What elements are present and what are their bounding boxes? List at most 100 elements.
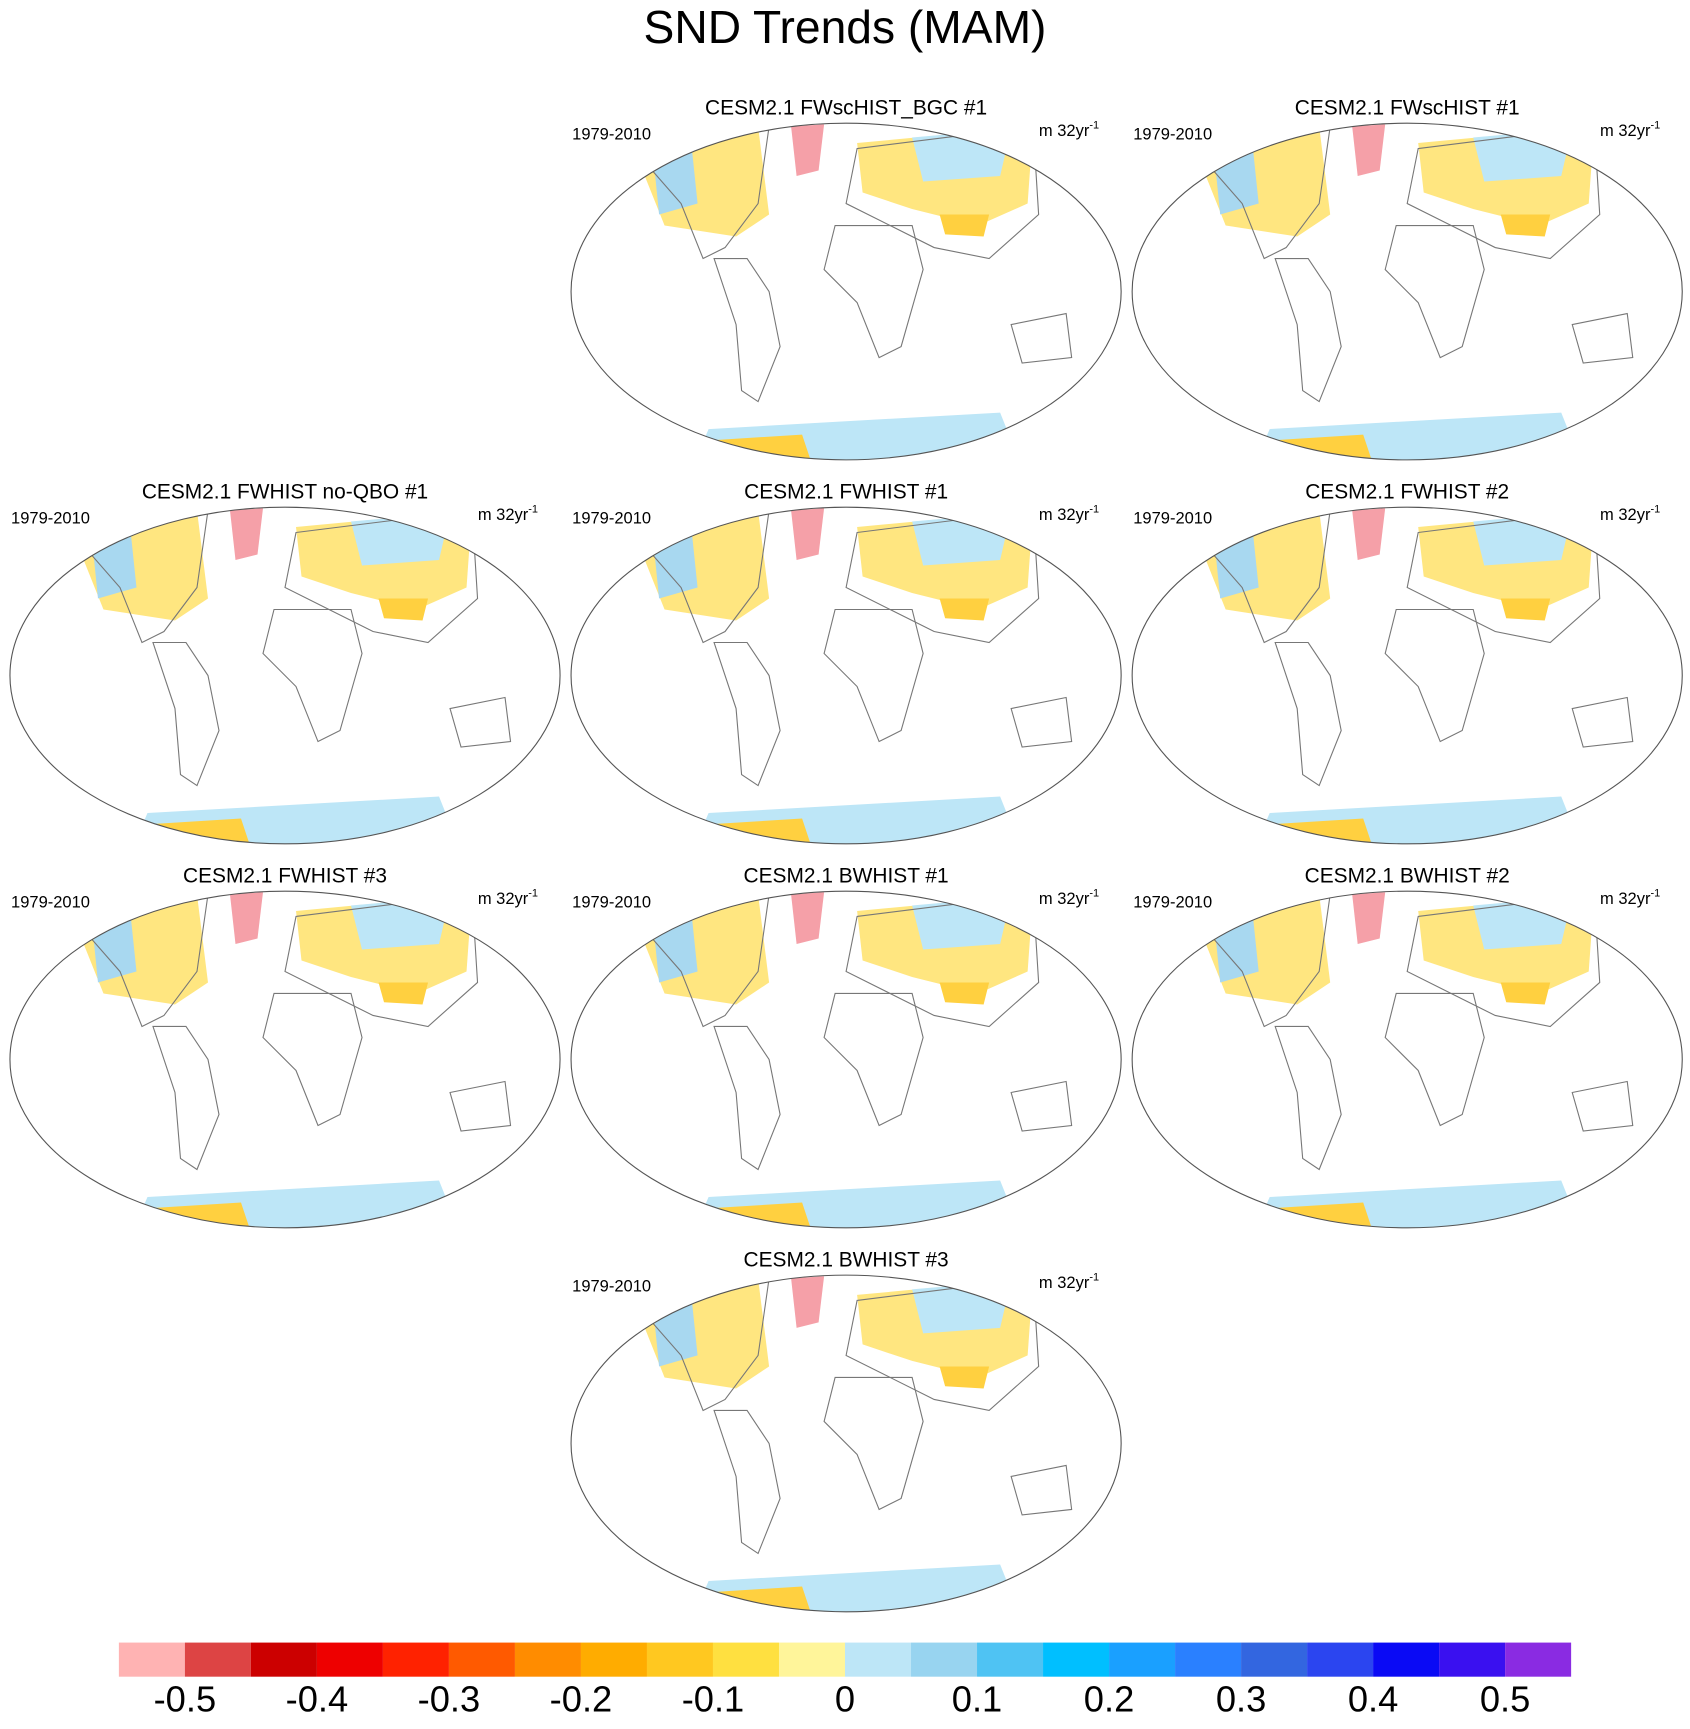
map-panel: CESM2.1 FWHIST #2 1979-2010 m 32yr-1: [1131, 480, 1683, 845]
units-text: m 32yr: [1039, 890, 1090, 908]
coastline: [1010, 312, 1073, 364]
tibet: [1500, 982, 1551, 1005]
na-snow-pos: [653, 150, 698, 215]
map-field: [1202, 892, 1634, 1228]
colorbar-label: 0: [835, 1679, 855, 1720]
panel-units: m 32yr-1: [1600, 119, 1660, 140]
units-text: m 32yr: [1600, 890, 1651, 908]
coastline: [1384, 608, 1485, 743]
colorbar-box: [712, 1642, 779, 1677]
coastline: [1010, 696, 1073, 748]
coastline: [713, 257, 781, 403]
colorbar-box: [845, 1642, 912, 1677]
units-text: m 32yr: [478, 506, 529, 524]
colorbar-box: [448, 1642, 515, 1677]
greenland: [791, 124, 825, 177]
colorbar-label: 0.1: [952, 1679, 1002, 1720]
map-field: [1202, 124, 1634, 460]
panel-title: CESM2.1 FWHIST #1: [744, 480, 948, 503]
units-exponent: -1: [1650, 503, 1660, 515]
coastline: [262, 992, 363, 1127]
eurasia-snow-pos: [1473, 896, 1573, 950]
coastline: [1010, 1080, 1073, 1132]
panel-title: CESM2.1 BWHIST #2: [1305, 864, 1510, 887]
colorbar-label: -0.5: [154, 1679, 217, 1720]
panel-period: 1979-2010: [572, 894, 651, 912]
na-snow-pos: [653, 534, 698, 599]
map-field: [80, 508, 512, 844]
greenland: [1352, 124, 1386, 177]
na-snow-pos: [653, 918, 698, 983]
greenland: [229, 508, 263, 560]
units-text: m 32yr: [1600, 122, 1651, 140]
eurasia-snow-pos: [1473, 512, 1573, 566]
panel-title: CESM2.1 FWHIST no-QBO #1: [142, 480, 428, 503]
colorbar-box: [977, 1642, 1044, 1677]
coastline: [1274, 257, 1342, 403]
coastline: [152, 1025, 220, 1171]
colorbar-box: [514, 1642, 581, 1677]
map-panel: CESM2.1 BWHIST #3 1979-2010 m 32yr-1: [570, 1248, 1122, 1613]
panel-units: m 32yr-1: [1039, 503, 1099, 524]
eurasia-snow-pos: [351, 896, 451, 950]
panel-period: 1979-2010: [1133, 894, 1212, 912]
colorbar-box: [118, 1642, 185, 1677]
coastline: [1571, 312, 1634, 364]
colorbar-box: [1439, 1642, 1506, 1677]
panel-period: 1979-2010: [1133, 510, 1212, 528]
na-snow-pos: [92, 534, 137, 599]
panel-units: m 32yr-1: [1039, 1271, 1099, 1292]
units-text: m 32yr: [1039, 506, 1090, 524]
coastline: [713, 641, 781, 787]
coastline: [1384, 224, 1485, 359]
colorbar-label: -0.2: [550, 1679, 613, 1720]
map-boundary: [570, 890, 1122, 1229]
greenland: [791, 1276, 825, 1328]
colorbar-box: [580, 1642, 647, 1677]
panel-period: 1979-2010: [572, 1278, 651, 1296]
colorbar-box: [778, 1642, 845, 1677]
panel-period: 1979-2010: [11, 894, 90, 912]
tibet: [939, 982, 990, 1005]
panel-title: CESM2.1 FWscHIST_BGC #1: [705, 96, 987, 119]
coastline: [1571, 696, 1634, 748]
map-field: [80, 892, 512, 1228]
na-snow-pos: [92, 918, 137, 983]
colorbar-label: 0.5: [1480, 1679, 1530, 1720]
coastline: [1274, 1025, 1342, 1171]
eurasia-snow-pos: [912, 1280, 1012, 1334]
map-boundary: [570, 506, 1122, 845]
units-text: m 32yr: [478, 890, 529, 908]
map-panel: CESM2.1 FWscHIST_BGC #1 1979-2010 m 32yr-1: [570, 96, 1122, 461]
colorbar-label: 0.3: [1216, 1679, 1266, 1720]
greenland: [791, 892, 825, 944]
panel-units: m 32yr-1: [478, 503, 538, 524]
colorbar-box: [184, 1642, 251, 1677]
coastline: [262, 608, 363, 743]
coastline: [713, 1409, 781, 1555]
panel-units: m 32yr-1: [1039, 119, 1099, 140]
na-snow-pos: [653, 1302, 698, 1367]
tibet: [1500, 214, 1551, 237]
map-panel: CESM2.1 BWHIST #2 1979-2010 m 32yr-1: [1131, 864, 1683, 1229]
colorbar-box: [1373, 1642, 1440, 1677]
units-exponent: -1: [528, 503, 538, 515]
colorbar-box: [1175, 1642, 1242, 1677]
figure-title: SND Trends (MAM): [644, 1, 1047, 53]
panel-title: CESM2.1 FWHIST #3: [183, 864, 387, 887]
coastline: [823, 224, 924, 359]
tibet: [378, 598, 429, 621]
map-panel: CESM2.1 FWHIST #3 1979-2010 m 32yr-1: [9, 864, 561, 1229]
map-boundary: [570, 122, 1122, 461]
colorbar-label: 0.2: [1084, 1679, 1134, 1720]
panel-units: m 32yr-1: [478, 887, 538, 908]
map-field: [641, 508, 1073, 844]
coastline: [823, 992, 924, 1127]
coastline: [1384, 992, 1485, 1127]
colorbar-box: [1043, 1642, 1110, 1677]
map-boundary: [1131, 890, 1683, 1229]
colorbar-box: [1109, 1642, 1176, 1677]
panel-period: 1979-2010: [11, 510, 90, 528]
na-snow-pos: [1214, 918, 1259, 983]
